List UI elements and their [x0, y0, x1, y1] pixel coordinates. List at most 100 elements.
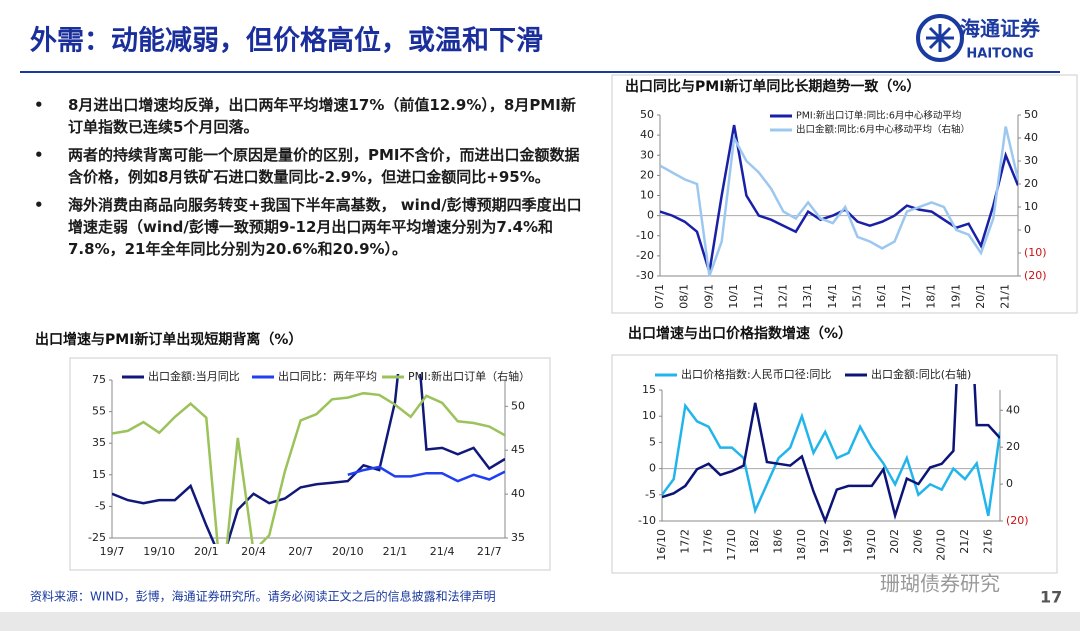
series-line — [112, 374, 505, 544]
x-tick-label: 21/1 — [999, 284, 1012, 309]
x-tick-label: 11/1 — [752, 284, 765, 309]
page-number: 17 — [1040, 588, 1062, 607]
logo-icon — [916, 14, 964, 62]
chart-title: 出口增速与出口价格指数增速（%） — [628, 325, 852, 342]
chart-frame — [69, 357, 551, 571]
x-tick-label: 20/1 — [974, 284, 987, 309]
y2-tick-label: 50 — [511, 399, 525, 412]
x-tick-label: 16/10 — [655, 529, 668, 561]
x-tick-label: 20/1 — [194, 545, 219, 558]
y-tick-label: 10 — [642, 409, 656, 422]
y2-tick-label: (20) — [1024, 269, 1047, 282]
y2-tick-label: (20) — [1006, 514, 1029, 527]
y-tick-label: 5 — [649, 435, 656, 448]
x-tick-label: 21/7 — [477, 545, 502, 558]
y2-tick-label: 10 — [1024, 200, 1038, 213]
y2-tick-label: 0 — [1006, 477, 1013, 490]
x-tick-label: 18/1 — [925, 284, 938, 309]
x-tick-label: 21/2 — [958, 529, 971, 554]
legend-label: 出口价格指数:人民币口径:同比 — [681, 367, 831, 381]
y-tick-label: -20 — [636, 249, 654, 262]
footer-bar — [0, 612, 1080, 631]
x-tick-label: 18/10 — [795, 529, 808, 561]
x-tick-label: 17/2 — [678, 529, 691, 554]
y2-tick-label: 20 — [1006, 440, 1020, 453]
y2-tick-label: 30 — [1024, 154, 1038, 167]
y-tick-label: -5 — [95, 499, 106, 512]
x-tick-label: 19/10 — [865, 529, 878, 561]
x-tick-label: 20/7 — [288, 545, 313, 558]
slide-title: 外需：动能减弱，但价格高位，或温和下滑 — [30, 25, 543, 57]
legend-label: 出口金额:同比(右轴) — [871, 367, 971, 381]
x-tick-label: 20/10 — [332, 545, 364, 558]
x-tick-label: 08/1 — [678, 284, 691, 309]
x-tick-label: 10/1 — [727, 284, 740, 309]
logo-mark — [926, 24, 954, 52]
series-line — [660, 124, 1018, 273]
x-tick-label: 19/10 — [143, 545, 175, 558]
x-tick-label: 19/7 — [100, 545, 125, 558]
y-tick-label: 15 — [642, 383, 656, 396]
y-tick-label: 10 — [640, 189, 654, 202]
y-tick-label: 30 — [640, 148, 654, 161]
x-tick-label: 17/6 — [702, 529, 715, 554]
y-tick-label: 15 — [92, 468, 106, 481]
x-tick-label: 21/1 — [383, 545, 408, 558]
y2-tick-label: 40 — [1006, 403, 1020, 416]
y-tick-label: -25 — [88, 531, 106, 544]
x-tick-label: 09/1 — [702, 284, 715, 309]
x-tick-label: 14/1 — [826, 284, 839, 309]
y2-tick-label: 20 — [1024, 177, 1038, 190]
y2-tick-label: 35 — [511, 531, 525, 544]
legend-label: 出口金额:同比:6月中心移动平均（右轴） — [796, 124, 970, 136]
legend-label: 出口同比：两年平均 — [278, 369, 377, 383]
y-tick-label: 35 — [92, 436, 106, 449]
y-tick-label: 75 — [92, 373, 106, 386]
x-tick-label: 13/1 — [801, 284, 814, 309]
bullet: 海外消费由商品向服务转变+我国下半年高基数， wind/彭博预期四季度出口增速走… — [30, 194, 590, 260]
source-note: 资料来源：WIND，彭博，海通证券研究所。请务必阅读正文之后的信息披露和法律声明 — [30, 589, 496, 604]
logo-cn: 海通证券 — [960, 17, 1041, 41]
x-tick-label: 17/1 — [900, 284, 913, 309]
y-tick-label: 0 — [649, 462, 656, 475]
x-tick-label: 20/2 — [888, 529, 901, 554]
x-tick-label: 07/1 — [653, 284, 666, 309]
x-tick-label: 19/2 — [818, 529, 831, 554]
x-tick-label: 20/10 — [935, 529, 948, 561]
y-tick-label: -5 — [645, 488, 656, 501]
y-tick-label: 50 — [640, 108, 654, 121]
y2-tick-label: 40 — [1024, 131, 1038, 144]
y-tick-label: 40 — [640, 128, 654, 141]
y-tick-label: -30 — [636, 269, 654, 282]
chart-title: 出口同比与PMI新订单同比长期趋势一致（%） — [625, 78, 920, 95]
y-tick-label: 20 — [640, 168, 654, 181]
series-line — [347, 465, 505, 483]
series-line — [662, 402, 1000, 517]
x-tick-label: 15/1 — [851, 284, 864, 309]
bullet: 8月进出口增速均反弹，出口两年平均增速17%（前值12.9%），8月PMI新订单… — [30, 94, 590, 138]
series-line — [112, 391, 505, 544]
y-tick-label: -10 — [638, 514, 656, 527]
bullet: 两者的持续背离可能一个原因是量价的区别，PMI不含价，而进出口金额数据含价格，例… — [30, 144, 590, 188]
chart-frame — [611, 74, 1078, 314]
y2-tick-label: (10) — [1024, 246, 1047, 259]
series-line — [662, 384, 1000, 525]
y-tick-label: 0 — [647, 209, 654, 222]
y2-tick-label: 0 — [1024, 223, 1031, 236]
x-tick-label: 18/2 — [748, 529, 761, 554]
legend-label: PMI:新出口订单:同比:6月中心移动平均 — [796, 110, 961, 122]
x-tick-label: 21/4 — [430, 545, 455, 558]
x-tick-label: 20/4 — [241, 545, 266, 558]
x-tick-label: 18/6 — [772, 529, 785, 554]
x-tick-label: 17/10 — [725, 529, 738, 561]
y-tick-label: 55 — [92, 405, 106, 418]
x-tick-label: 20/6 — [911, 529, 924, 554]
series-line — [660, 126, 1018, 277]
x-tick-label: 21/6 — [981, 529, 994, 554]
x-tick-label: 12/1 — [776, 284, 789, 309]
x-tick-label: 19/1 — [949, 284, 962, 309]
y2-tick-label: 45 — [511, 443, 525, 456]
legend-label: 出口金额:当月同比 — [148, 369, 240, 383]
